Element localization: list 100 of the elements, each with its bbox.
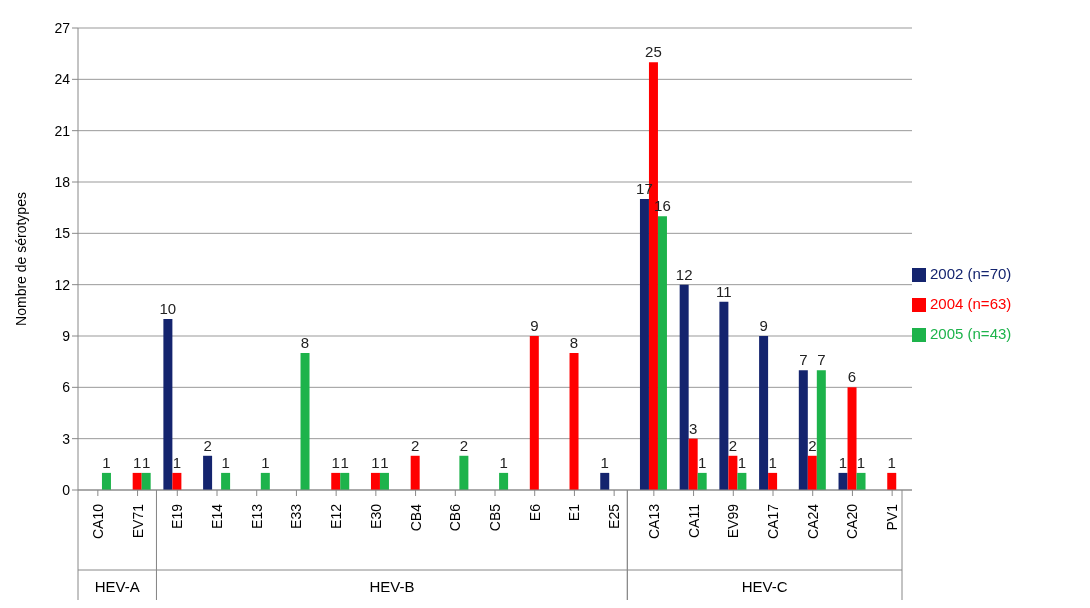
bar xyxy=(499,472,509,490)
data-label: 1 xyxy=(142,453,151,471)
legend-label: 2002 (n=70) xyxy=(930,265,1012,282)
bar xyxy=(679,284,689,490)
x-tick-label: E33 xyxy=(288,503,305,529)
bar xyxy=(728,455,738,490)
text: HEV-A xyxy=(94,578,140,595)
y-tick-label: 27 xyxy=(54,19,71,36)
text: HEV-C xyxy=(741,578,788,595)
bar xyxy=(798,370,808,490)
bar xyxy=(132,472,142,490)
y-tick-label: 0 xyxy=(62,481,71,498)
bar xyxy=(331,472,341,490)
x-tick-label: E1 xyxy=(566,503,583,522)
data-label: 1 xyxy=(698,453,707,471)
data-label: 1 xyxy=(221,453,230,471)
data-label: 9 xyxy=(530,317,539,334)
bar xyxy=(807,455,817,490)
x-tick-label: E6 xyxy=(526,503,543,522)
data-label: 8 xyxy=(569,334,579,352)
data-label: 10 xyxy=(159,299,177,317)
y-tick-label: 24 xyxy=(54,71,71,88)
bar xyxy=(856,472,866,490)
x-tick-label: E25 xyxy=(606,503,623,529)
bar xyxy=(569,353,579,490)
x-tick-label: E12 xyxy=(328,503,345,529)
data-label: 2 xyxy=(808,436,817,454)
bar xyxy=(847,387,857,490)
bar xyxy=(887,472,897,490)
y-tick-label: 12 xyxy=(54,276,71,293)
y-tick-label: 9 xyxy=(62,327,71,344)
x-tick-label: EV99 xyxy=(725,503,742,539)
bar xyxy=(697,472,707,490)
bar xyxy=(141,472,151,490)
x-tick-label: PV1 xyxy=(884,503,901,531)
data-label: 1 xyxy=(737,453,747,471)
bar xyxy=(459,455,469,490)
data-label: 11 xyxy=(716,282,732,300)
x-tick-label: E30 xyxy=(367,503,384,529)
bar xyxy=(639,199,649,490)
data-label: 1 xyxy=(261,453,270,471)
data-label: 6 xyxy=(847,368,857,386)
x-tick-label: CA20 xyxy=(844,503,861,540)
data-label: 1 xyxy=(768,453,777,471)
bar xyxy=(163,318,173,490)
bar xyxy=(379,472,389,490)
bar xyxy=(370,472,380,490)
data-label: 1 xyxy=(856,453,866,471)
x-tick-label: CB5 xyxy=(487,503,503,532)
data-label: 2 xyxy=(459,436,469,454)
bar xyxy=(300,353,310,490)
bar xyxy=(816,370,826,490)
y-tick-label: 6 xyxy=(62,379,71,396)
x-tick-label: EV71 xyxy=(129,503,146,539)
bar xyxy=(768,472,778,490)
bar xyxy=(600,472,610,490)
bar xyxy=(203,455,213,490)
x-tick-label: CB4 xyxy=(407,503,424,532)
data-label: 1 xyxy=(172,453,182,471)
bar xyxy=(172,472,182,490)
data-label: 1 xyxy=(133,453,142,471)
data-label: 3 xyxy=(689,419,698,437)
x-tick-label: CA24 xyxy=(804,503,821,540)
bar xyxy=(260,472,270,490)
bar xyxy=(657,216,667,490)
y-axis-title: Nombre de sérotypes xyxy=(12,192,29,326)
x-tick-label: CA13 xyxy=(645,503,662,540)
data-label: 7 xyxy=(817,351,826,369)
data-label: 9 xyxy=(759,317,768,334)
y-tick-label: 21 xyxy=(54,122,71,139)
data-label: 1 xyxy=(102,453,111,471)
text: HEV-B xyxy=(369,578,415,595)
legend-label: 2005 (n=43) xyxy=(930,325,1012,342)
data-label: 1 xyxy=(331,453,340,471)
data-label: 7 xyxy=(799,351,808,369)
bar xyxy=(737,472,747,490)
legend-label: 2004 (n=63) xyxy=(930,295,1012,312)
x-tick-label: E14 xyxy=(209,503,225,529)
bar xyxy=(529,336,539,490)
y-tick-label: 15 xyxy=(54,225,71,242)
bar xyxy=(688,438,698,490)
data-label: 1 xyxy=(371,453,380,471)
x-tick-label: CA11 xyxy=(685,503,702,538)
data-label: 2 xyxy=(728,436,738,454)
x-tick-label: CA10 xyxy=(89,503,106,540)
bar xyxy=(410,455,420,490)
data-label: 25 xyxy=(645,43,662,61)
bar xyxy=(759,336,769,490)
data-label: 2 xyxy=(203,436,212,454)
data-label: 2 xyxy=(411,436,420,454)
data-label: 12 xyxy=(675,265,693,283)
bar xyxy=(838,472,848,490)
data-label: 8 xyxy=(300,334,310,352)
y-tick-label: 3 xyxy=(62,430,71,447)
data-label: 1 xyxy=(600,453,609,471)
bar xyxy=(101,472,111,490)
x-tick-label: E13 xyxy=(248,503,265,529)
data-label: 1 xyxy=(499,453,508,471)
bar xyxy=(719,301,729,490)
bar xyxy=(340,472,350,490)
